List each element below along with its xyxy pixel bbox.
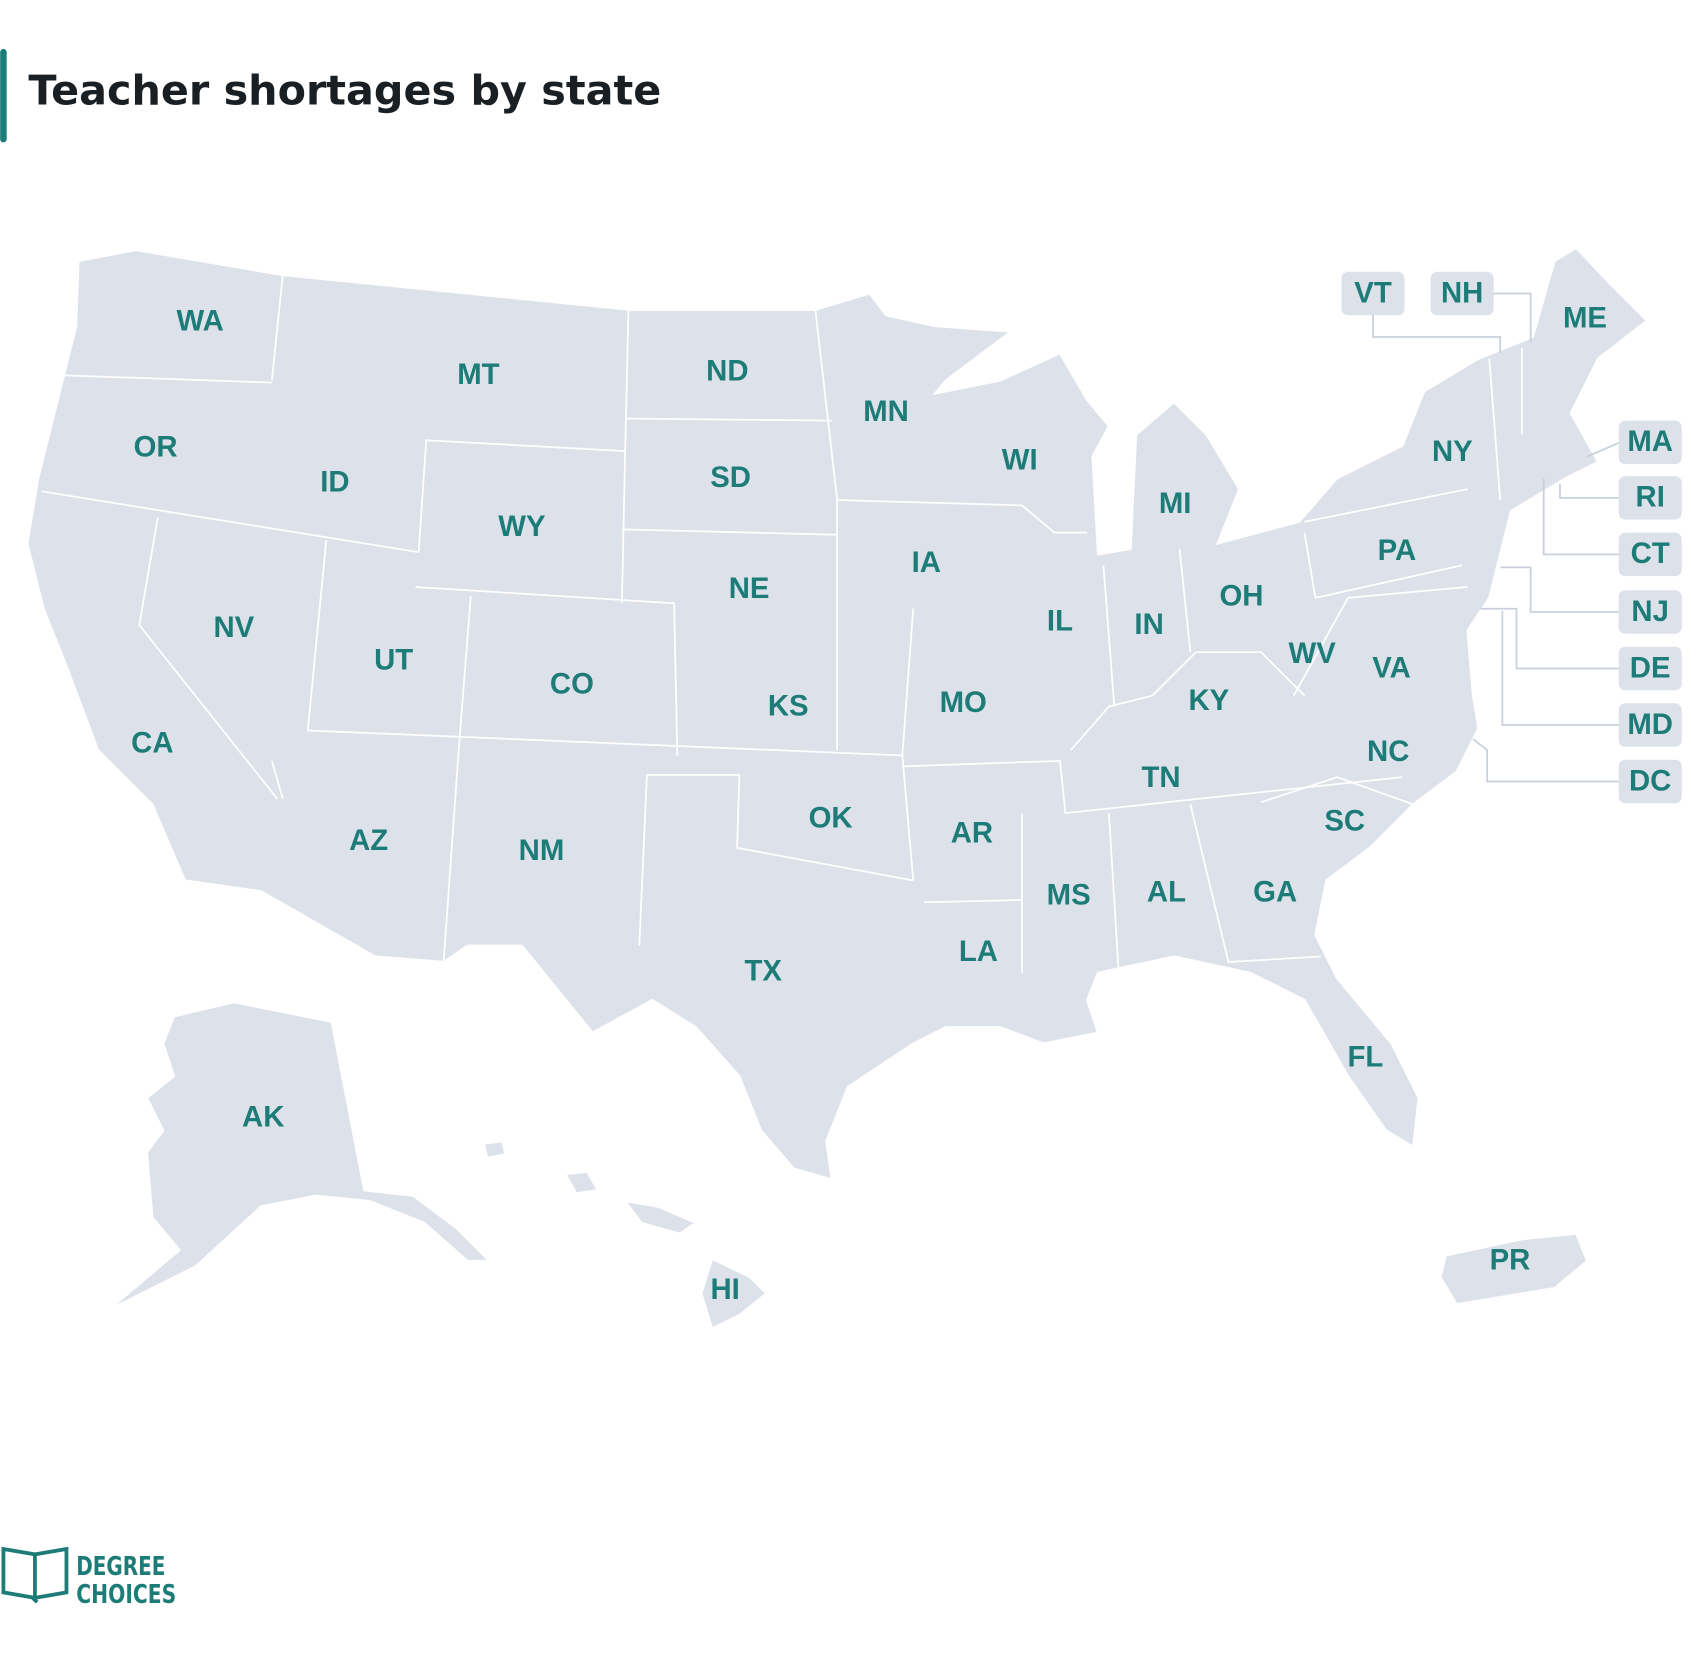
puerto-rico <box>1439 1232 1589 1306</box>
land <box>26 246 1649 1330</box>
state-label: KS <box>768 689 809 722</box>
state-label: WV <box>1289 637 1337 670</box>
state-label: TN <box>1141 761 1180 794</box>
callout-box <box>1341 271 1405 316</box>
logo-text: CHOICES <box>76 1580 176 1610</box>
state-label: HI <box>710 1273 739 1306</box>
state-label: FL <box>1347 1040 1383 1073</box>
state-label: MI <box>1159 487 1192 520</box>
callout-box <box>1618 703 1682 747</box>
state-label: DE <box>1630 651 1671 684</box>
state-label: WA <box>177 305 224 338</box>
logo-book <box>1 1546 69 1604</box>
state-label: AR <box>951 817 993 850</box>
title-accent <box>0 48 7 143</box>
state-label: NY <box>1432 435 1473 468</box>
state-labels: WA OR CA NV ID MT WY UT AZ CO NM ND SD NE KS OK TX MN IA MO… <box>131 271 1682 1306</box>
state-label: RI <box>1636 481 1665 514</box>
logo: DEGREE CHOICES <box>1 1546 176 1610</box>
state-label: SD <box>710 461 751 494</box>
state-label: MO <box>940 686 987 719</box>
state-label: NM <box>519 834 565 867</box>
state-label: NJ <box>1631 595 1669 628</box>
state-label: CT <box>1631 537 1670 570</box>
state-borders <box>41 274 1523 990</box>
state-label: AK <box>242 1100 284 1133</box>
state-label: OR <box>134 431 178 464</box>
state-label: PA <box>1378 534 1417 567</box>
state-label: MN <box>863 395 909 428</box>
state-label: MD <box>1627 708 1673 741</box>
callout-connector <box>1491 292 1532 343</box>
state-label: AZ <box>349 824 388 857</box>
state-label: WY <box>498 510 546 543</box>
callout-box <box>1618 646 1682 691</box>
state-label: KY <box>1189 684 1230 717</box>
state-label: VA <box>1372 651 1411 684</box>
callout-connector <box>1501 610 1620 726</box>
callout-connector <box>1586 441 1621 458</box>
hawaii-islet <box>482 1140 507 1159</box>
state-label: DC <box>1629 764 1671 797</box>
alaska <box>108 1001 492 1311</box>
state-label: LA <box>959 935 998 968</box>
callout-box <box>1618 420 1682 465</box>
state-label: ND <box>706 355 748 388</box>
callout-box <box>1618 759 1682 804</box>
state-label: MT <box>457 358 499 391</box>
callout-connector <box>1559 483 1620 499</box>
state-label: IA <box>912 546 941 579</box>
callout-connector <box>1372 313 1502 354</box>
logo-text: DEGREE <box>76 1552 165 1582</box>
title: Teacher shortages by state <box>28 66 661 114</box>
callout-box <box>1618 532 1682 577</box>
state-label: PR <box>1490 1244 1531 1277</box>
state-label: NC <box>1367 735 1409 768</box>
callout-connector <box>1472 738 1620 783</box>
state-label: IN <box>1134 608 1163 641</box>
state-label: NV <box>213 611 254 644</box>
callout-connector <box>1480 607 1620 670</box>
state-label: OH <box>1219 580 1263 613</box>
hawaii-islet <box>622 1199 699 1235</box>
state-label: UT <box>374 644 413 677</box>
state-label: IL <box>1047 605 1073 638</box>
callout-box <box>1618 590 1682 634</box>
callout-connector <box>1542 478 1620 556</box>
state-label: NE <box>729 572 770 605</box>
state-label: ID <box>320 465 349 498</box>
state-label: TX <box>744 955 782 988</box>
state-label: MA <box>1627 425 1673 458</box>
state-label: VT <box>1354 276 1392 309</box>
state-label: ME <box>1563 301 1607 334</box>
state-label: OK <box>809 801 853 834</box>
state-label: WI <box>1002 444 1038 477</box>
callout-box <box>1430 271 1494 316</box>
hawaii <box>700 1257 769 1330</box>
hawaii-islet <box>563 1170 600 1195</box>
state-label: CA <box>131 726 173 759</box>
state-label: CO <box>550 668 594 701</box>
callout-connector <box>1500 566 1620 613</box>
state-label: NH <box>1441 276 1483 309</box>
state-label: SC <box>1324 805 1365 838</box>
state-label: MS <box>1047 879 1091 912</box>
state-label: AL <box>1147 875 1186 908</box>
state-label: GA <box>1253 875 1297 908</box>
callout-box <box>1618 476 1682 520</box>
